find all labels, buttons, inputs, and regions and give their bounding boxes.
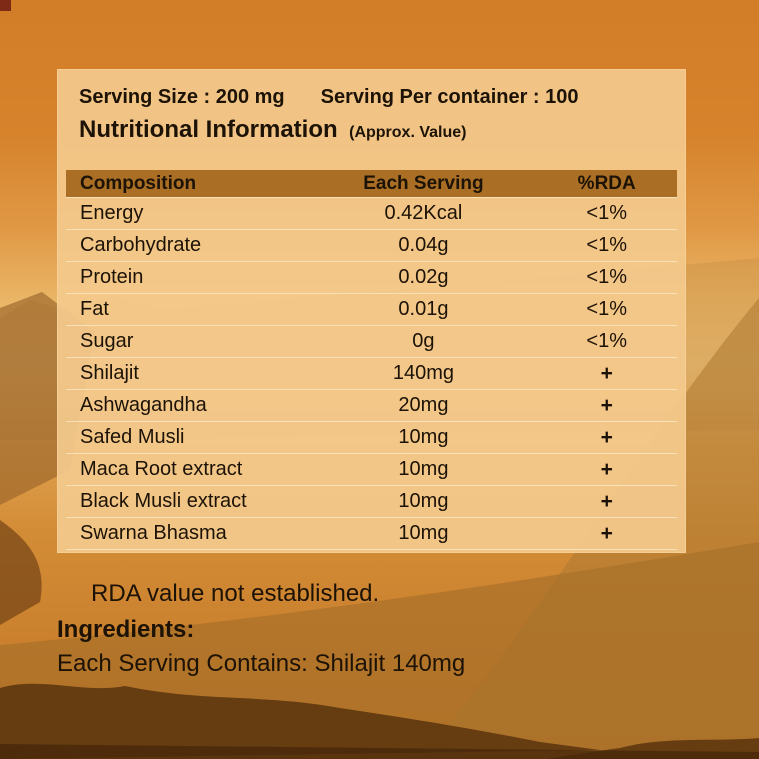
header-each-serving: Each Serving — [363, 172, 484, 194]
corner-artifact — [0, 0, 11, 11]
rda-cell: + — [600, 521, 613, 545]
table-row: Black Musli extract 10mg + — [66, 485, 677, 517]
table-row: Shilajit 140mg + — [66, 357, 677, 389]
composition-cell: Maca Root extract — [80, 458, 243, 480]
each-serving-cell: 0g — [412, 330, 435, 352]
composition-cell: Protein — [80, 266, 144, 288]
header-composition: Composition — [80, 172, 197, 194]
table-row: Swarna Bhasma 10mg + — [66, 517, 677, 549]
composition-cell: Swarna Bhasma — [80, 522, 227, 544]
nutritional-information-title: Nutritional Information — [79, 116, 338, 143]
each-serving-cell: 20mg — [398, 394, 449, 416]
each-serving-cell: 0.04g — [398, 234, 449, 256]
rda-cell: <1% — [586, 330, 627, 352]
rda-note: RDA value not established. — [91, 580, 380, 607]
approx-value-suffix: (Approx. Value) — [349, 124, 467, 141]
table-row: Energy 0.42Kcal <1% — [66, 197, 677, 229]
table-row: Protein 0.02g <1% — [66, 261, 677, 293]
composition-cell: Ashwagandha — [80, 394, 207, 416]
ingredients-text: Each Serving Contains: Shilajit 140mg — [57, 650, 466, 677]
composition-cell: Shilajit — [80, 362, 139, 384]
nutrition-table: Composition Each Serving %RDA Energy 0.4… — [66, 170, 677, 550]
each-serving-cell: 0.01g — [398, 298, 449, 320]
serving-per-container-text: Serving Per container : 100 — [320, 86, 579, 108]
each-serving-cell: 10mg — [398, 522, 449, 544]
table-row: Fat 0.01g <1% — [66, 293, 677, 325]
rda-cell: + — [600, 361, 613, 385]
rda-cell: <1% — [586, 202, 627, 224]
each-serving-cell: 140mg — [392, 362, 454, 384]
composition-cell: Energy — [80, 202, 144, 224]
table-row: Safed Musli 10mg + — [66, 421, 677, 453]
title-line: Nutritional Information (Approx. Value) — [79, 116, 686, 144]
composition-cell: Carbohydrate — [80, 234, 202, 256]
rda-cell: + — [600, 457, 613, 481]
each-serving-cell: 10mg — [398, 458, 449, 480]
rda-cell: + — [600, 425, 613, 449]
each-serving-cell: 10mg — [398, 490, 449, 512]
composition-cell: Sugar — [80, 330, 134, 352]
composition-cell: Fat — [80, 298, 109, 320]
nutrition-panel: Serving Size : 200 mg Serving Per contai… — [57, 69, 686, 553]
table-row: Maca Root extract 10mg + — [66, 453, 677, 485]
table-header-row: Composition Each Serving %RDA — [66, 170, 677, 197]
rda-cell: <1% — [586, 266, 627, 288]
composition-cell: Safed Musli — [80, 426, 185, 448]
table-row: Carbohydrate 0.04g <1% — [66, 229, 677, 261]
each-serving-cell: 0.02g — [398, 266, 449, 288]
table-row: Sugar 0g <1% — [66, 325, 677, 357]
each-serving-cell: 10mg — [398, 426, 449, 448]
serving-size-text: Serving Size : 200 mg — [79, 86, 285, 108]
composition-cell: Black Musli extract — [80, 490, 247, 512]
header-rda: %RDA — [577, 172, 636, 194]
rda-cell: + — [600, 393, 613, 417]
rda-cell: <1% — [586, 234, 627, 256]
table-row: Ashwagandha 20mg + — [66, 389, 677, 421]
each-serving-cell: 0.42Kcal — [384, 202, 463, 224]
serving-info-line: Serving Size : 200 mg Serving Per contai… — [79, 86, 686, 109]
ingredients-heading: Ingredients: — [57, 616, 195, 643]
rda-cell: <1% — [586, 298, 627, 320]
label-footer: RDA value not established. Ingredients: … — [57, 580, 465, 678]
rda-cell: + — [600, 489, 613, 513]
